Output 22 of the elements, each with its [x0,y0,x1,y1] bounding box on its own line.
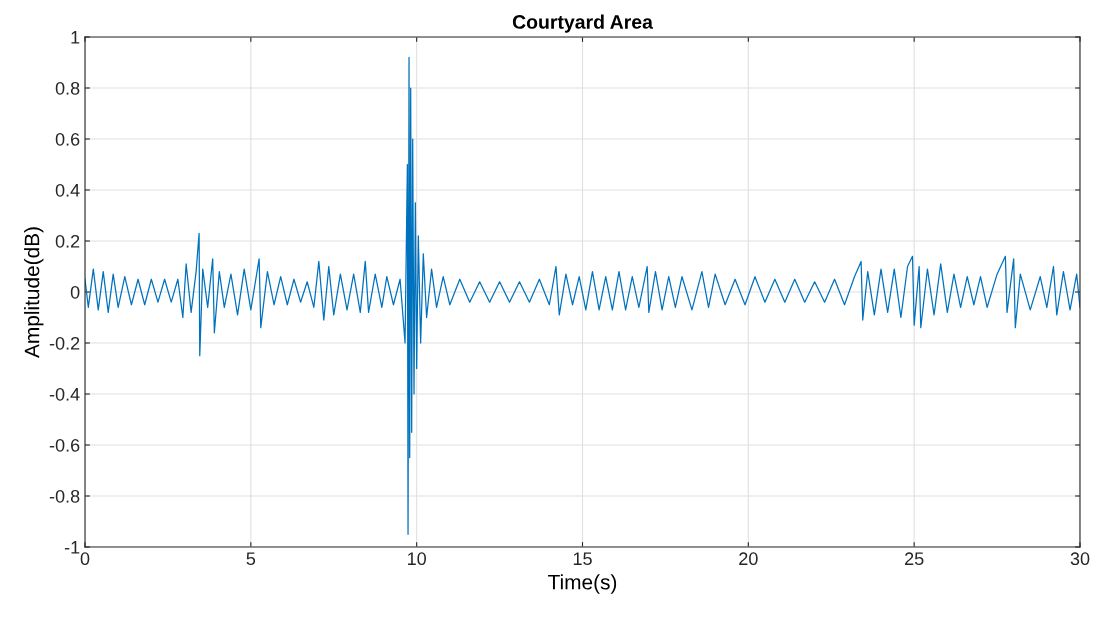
x-tick-label: 0 [80,552,90,566]
x-tick-label: 5 [246,552,256,566]
y-tick-label: -0.6 [49,438,80,452]
x-tick-label: 10 [408,552,426,566]
x-tick-label: 15 [573,552,592,566]
y-tick-label: -0.4 [49,387,80,401]
x-axis-title: Time(s) [548,574,617,594]
y-tick-label: 0.2 [55,234,80,248]
y-tick-label: 0.6 [55,132,80,146]
x-tick-label: 20 [739,552,758,566]
y-tick-label: -0.2 [49,336,80,350]
y-tick-label: 0.4 [55,183,80,197]
y-axis-title: Amplitude(dB) [24,227,44,358]
y-tick-label: 1 [71,31,80,44]
y-tick-label: 0.8 [55,81,80,95]
x-tick-label: 30 [1070,552,1090,566]
line-series [85,56,1080,535]
y-tick-label: -0.8 [49,489,80,503]
y-tick-label: 0 [70,285,80,299]
x-tick-label: 25 [905,552,924,566]
chart-title: Courtyard Area [512,14,654,33]
y-tick-label: -1 [64,541,80,554]
